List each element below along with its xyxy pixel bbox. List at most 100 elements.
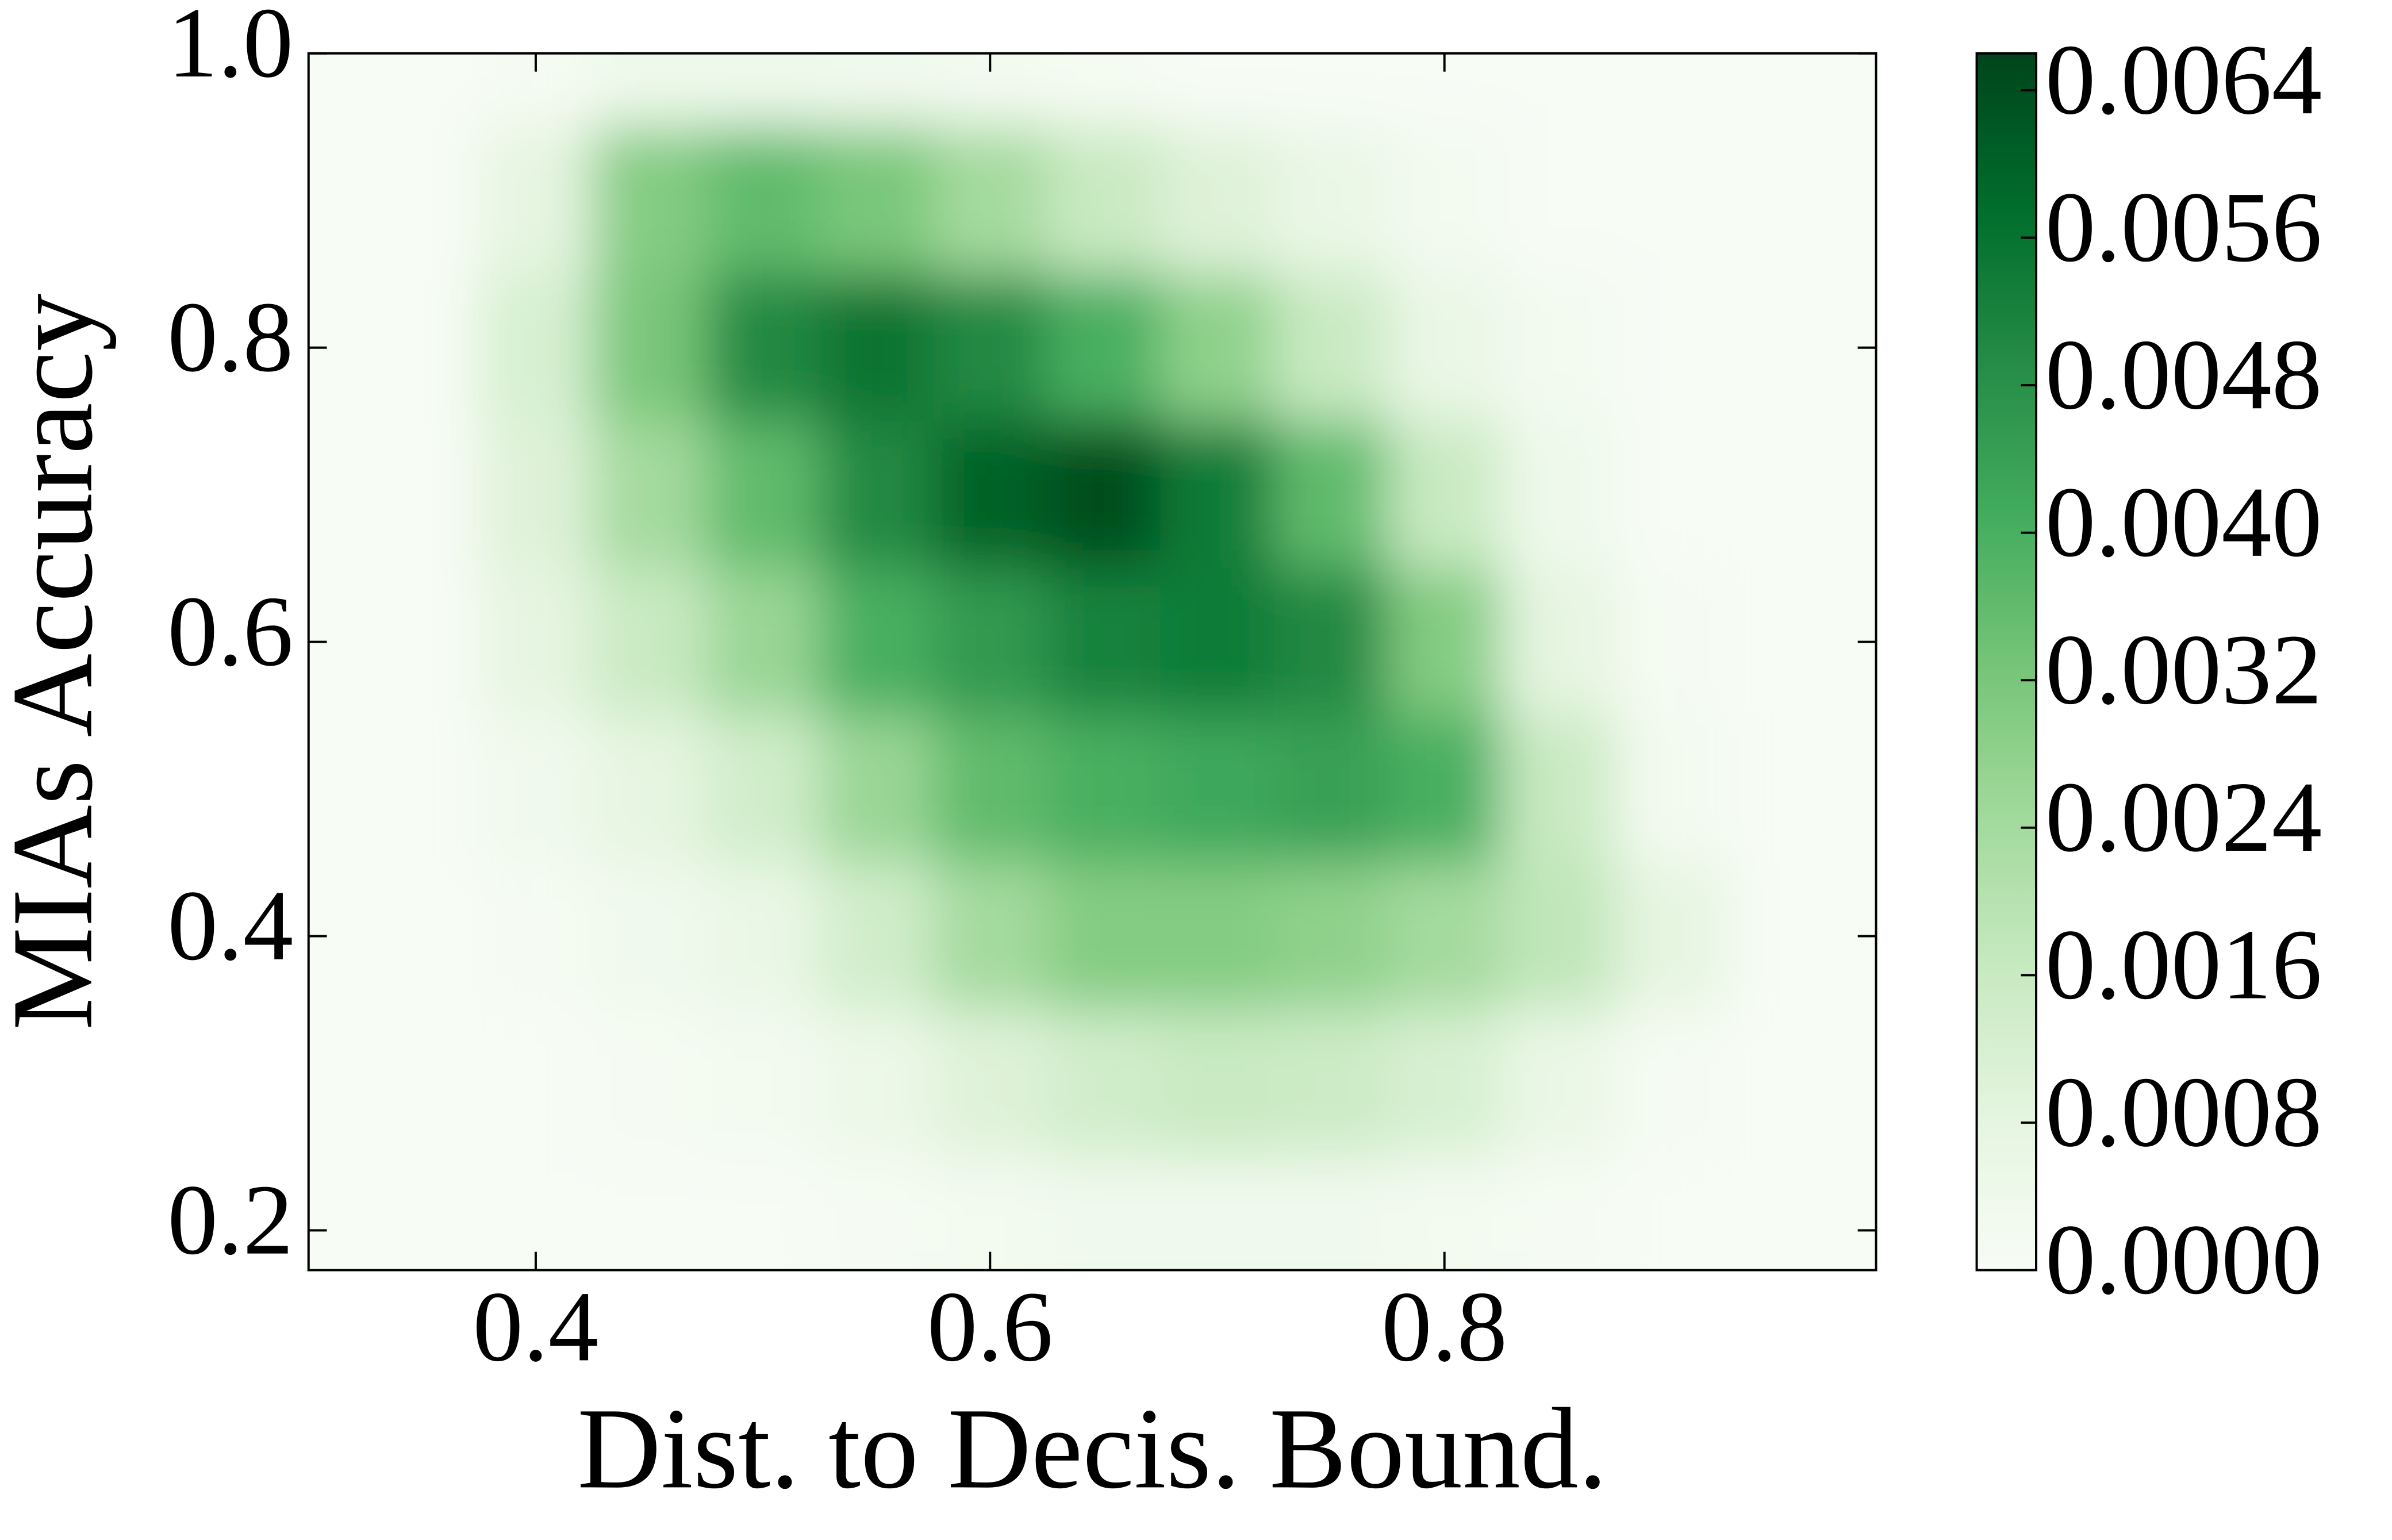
colorbar-tick-label: 0.0008 xyxy=(2045,1056,2322,1168)
density-cells xyxy=(479,53,1729,1270)
density-cell xyxy=(1160,274,1274,421)
plot-frame xyxy=(307,52,1877,1272)
density-cell xyxy=(592,715,707,863)
density-cell xyxy=(1047,1157,1161,1270)
density-cell xyxy=(819,568,934,716)
density-cell xyxy=(933,421,1047,569)
density-cell xyxy=(1501,568,1615,716)
density-cell xyxy=(479,1157,593,1270)
colorbar-tick-label: 0.0016 xyxy=(2045,909,2322,1020)
density-cell xyxy=(1615,53,1729,127)
x-tick-label: 0.6 xyxy=(927,1270,1053,1382)
density-cell xyxy=(706,126,820,274)
density-cell xyxy=(1615,126,1729,274)
density-cell xyxy=(1501,1157,1615,1270)
density-cell xyxy=(1274,1157,1388,1270)
density-cell xyxy=(1615,1009,1729,1157)
density-cell xyxy=(592,274,707,421)
density-cell xyxy=(819,862,934,1010)
colorbar-frame xyxy=(1975,52,2038,1272)
density-cell xyxy=(1615,568,1729,716)
colorbar-tick-label: 0.0064 xyxy=(2045,24,2322,135)
density-cell xyxy=(933,1157,1047,1270)
density-cell xyxy=(933,862,1047,1010)
density-cell xyxy=(1047,421,1161,569)
density-cell xyxy=(933,274,1047,421)
density-cell xyxy=(1615,421,1729,569)
density-cell xyxy=(1047,1009,1161,1157)
y-tick-label: 0.4 xyxy=(167,870,293,981)
x-tick-label: 0.8 xyxy=(1381,1270,1507,1382)
density-cell xyxy=(1160,421,1274,569)
colorbar-tick-label: 0.0048 xyxy=(2045,318,2322,430)
density-cell xyxy=(1615,274,1729,421)
density-cell xyxy=(592,53,707,127)
density-cell xyxy=(479,568,593,716)
density-cell xyxy=(706,1157,820,1270)
colorbar-tick-label: 0.0056 xyxy=(2045,171,2322,283)
density-cell xyxy=(1047,568,1161,716)
density-cell xyxy=(819,1157,934,1270)
density-cell xyxy=(592,126,707,274)
density-cell xyxy=(592,1009,707,1157)
x-axis-label: Dist. to Decis. Bound. xyxy=(577,1384,1607,1512)
density-cell xyxy=(1160,126,1274,274)
density-cell xyxy=(479,1009,593,1157)
y-tick-label: 1.0 xyxy=(167,0,293,98)
density-cell xyxy=(1160,715,1274,863)
density-cell xyxy=(706,715,820,863)
colorbar-tick-label: 0.0032 xyxy=(2045,613,2322,725)
density-cell xyxy=(706,1009,820,1157)
density-cell xyxy=(1615,1157,1729,1270)
density-cell xyxy=(1501,715,1615,863)
density-cell xyxy=(1501,862,1615,1010)
density-cell xyxy=(1387,1157,1502,1270)
density-cell xyxy=(1387,274,1502,421)
density-cell xyxy=(479,421,593,569)
y-tick-label: 0.6 xyxy=(167,575,293,687)
density-cell xyxy=(1160,862,1274,1010)
density-cell xyxy=(592,1157,707,1270)
density-cell xyxy=(1274,421,1388,569)
density-cell xyxy=(479,126,593,274)
density-cell xyxy=(819,274,934,421)
density-cell xyxy=(1387,1009,1502,1157)
density-cell xyxy=(1274,1009,1388,1157)
density-cell xyxy=(479,862,593,1010)
density-cell xyxy=(479,715,593,863)
density-cell xyxy=(706,53,820,127)
density-cell xyxy=(1047,53,1161,127)
density-cell xyxy=(592,421,707,569)
density-cell xyxy=(933,568,1047,716)
colorbar-tick-label: 0.0000 xyxy=(2045,1204,2322,1315)
density-cell xyxy=(1501,421,1615,569)
density-cell xyxy=(819,715,934,863)
density-cell xyxy=(1274,568,1388,716)
density-cell xyxy=(1501,274,1615,421)
density-cell xyxy=(706,862,820,1010)
density-cell xyxy=(706,421,820,569)
y-tick-label: 0.8 xyxy=(167,281,293,393)
density-cell xyxy=(1615,862,1729,1010)
density-cell xyxy=(933,715,1047,863)
colorbar xyxy=(1976,53,2037,1270)
density-cell xyxy=(1047,862,1161,1010)
colorbar-tick-label: 0.0024 xyxy=(2045,761,2322,873)
density-cell xyxy=(1387,715,1502,863)
density-cell xyxy=(1387,421,1502,569)
density-cell xyxy=(819,126,934,274)
density-cell xyxy=(1160,53,1274,127)
density-cell xyxy=(1615,715,1729,863)
density-cell xyxy=(1387,862,1502,1010)
y-axis-label: MIAs Accuracy xyxy=(0,293,117,1030)
density-cell xyxy=(819,1009,934,1157)
density-field xyxy=(479,53,1729,1270)
density-cell xyxy=(819,53,934,127)
density-cell xyxy=(933,126,1047,274)
density-cell xyxy=(706,568,820,716)
density-cell xyxy=(1387,126,1502,274)
y-tick-label: 0.2 xyxy=(167,1164,293,1276)
density-cell xyxy=(1274,274,1388,421)
density-cell xyxy=(1047,715,1161,863)
